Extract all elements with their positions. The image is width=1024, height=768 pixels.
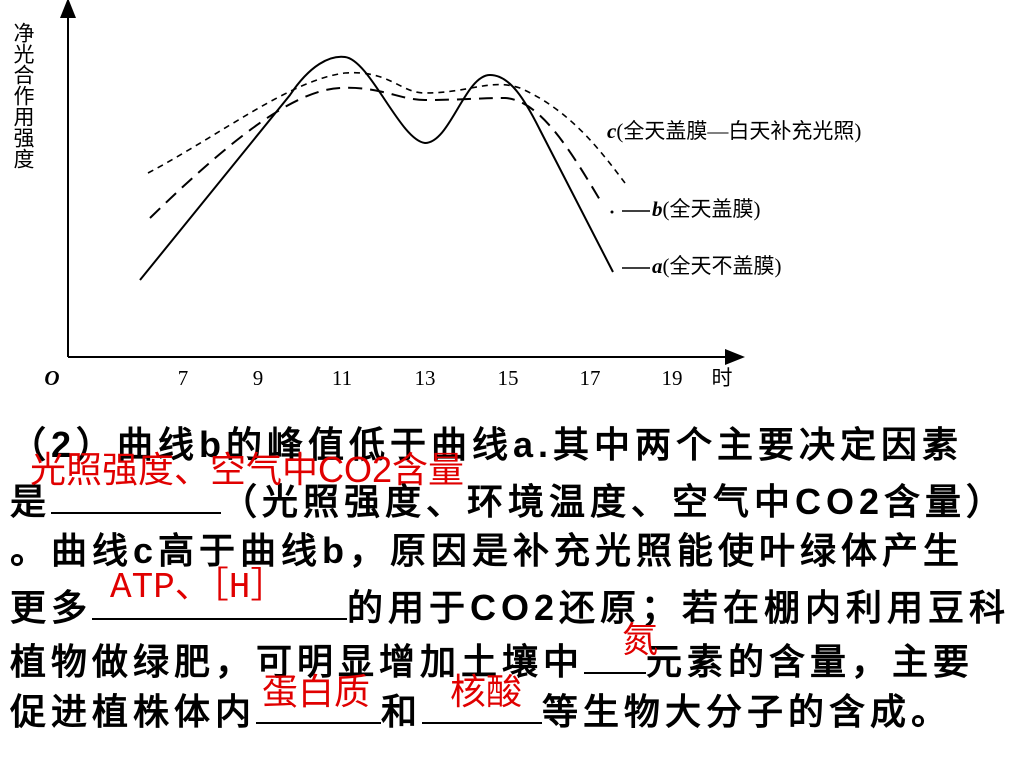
legend-text: (全天不盖膜) — [663, 254, 782, 278]
blank — [51, 476, 222, 514]
text: （光照强度、环境温度、空气中CO2含量） — [221, 481, 1008, 522]
text: （2）曲线b的峰值低于曲线a.其中两个主要决定因素 — [10, 424, 964, 465]
text-line: 更多 的用于CO2还原；若在棚内利用豆科 — [10, 582, 1020, 630]
y-axis-label: 净光合作用强度 — [11, 22, 35, 169]
legend-text: (全天盖膜) — [663, 197, 761, 221]
leader-dot — [610, 210, 614, 214]
text: 元素的含量，主要 — [646, 641, 975, 682]
text-line: 。曲线c高于曲线b，原因是补充光照能使叶绿体产生 — [10, 529, 1020, 573]
text: 植物做绿肥，可明显增加土壤中 — [10, 641, 585, 682]
text-line: 促进植株体内 和 等生物大分子的含成。 — [10, 686, 1020, 734]
blank — [92, 582, 348, 620]
answer: 氮 — [622, 619, 659, 660]
origin-label: O — [44, 366, 59, 390]
text: 等生物大分子的含成。 — [542, 691, 953, 732]
x-tick-label: 13 — [415, 366, 436, 390]
text: 。曲线c高于曲线b，原因是补充光照能使叶绿体产生 — [10, 530, 965, 571]
answer: ATP、［H］ — [110, 567, 287, 608]
answer: 光照强度、空气中CO2含量 — [30, 449, 465, 490]
blank — [584, 636, 647, 674]
legend-b: b(全天盖膜) — [652, 197, 761, 221]
figure: O 7 9 11 13 15 17 19 时 c(全天盖膜—白天补充光照) b(全天盖膜) … — [44, 0, 861, 390]
text: 促进植株体内 — [10, 691, 257, 732]
x-tick-label: 19 — [662, 366, 683, 390]
answer: 蛋白质 — [262, 671, 371, 712]
curve-a — [139, 55, 614, 281]
legend-letter: b — [652, 197, 663, 221]
x-tick-label: 11 — [332, 366, 352, 390]
x-tick-label: 17 — [580, 366, 601, 390]
legend-letter: c — [607, 119, 617, 143]
blank — [422, 686, 543, 724]
legend-text: (全天盖膜—白天补充光照) — [616, 119, 861, 143]
text: 的用于CO2还原；若在棚内利用豆科 — [347, 587, 1011, 628]
curve-b — [149, 86, 601, 219]
text-line: （2）曲线b的峰值低于曲线a.其中两个主要决定因素 — [10, 423, 1020, 467]
x-tick-label: 7 — [178, 366, 189, 390]
legend-a: a(全天不盖膜) — [652, 254, 782, 278]
x-axis-unit: 时 — [712, 366, 733, 390]
curve-c — [147, 72, 626, 184]
text: 和 — [381, 691, 423, 732]
x-ticks: 7 9 11 13 15 17 19 — [178, 366, 683, 390]
blank — [256, 686, 382, 724]
text: 是 — [10, 481, 52, 522]
legend-letter: a — [652, 254, 663, 278]
text-line: 植物做绿肥，可明显增加土壤中 元素的含量，主要 — [10, 636, 1020, 684]
text: 更多 — [10, 587, 93, 628]
x-tick-label: 15 — [498, 366, 519, 390]
text-line: 是 （光照强度、环境温度、空气中CO2含量） — [10, 476, 1020, 524]
legend-c: c(全天盖膜—白天补充光照) — [607, 119, 861, 143]
x-tick-label: 9 — [253, 366, 264, 390]
answer: 核酸 — [450, 671, 523, 712]
